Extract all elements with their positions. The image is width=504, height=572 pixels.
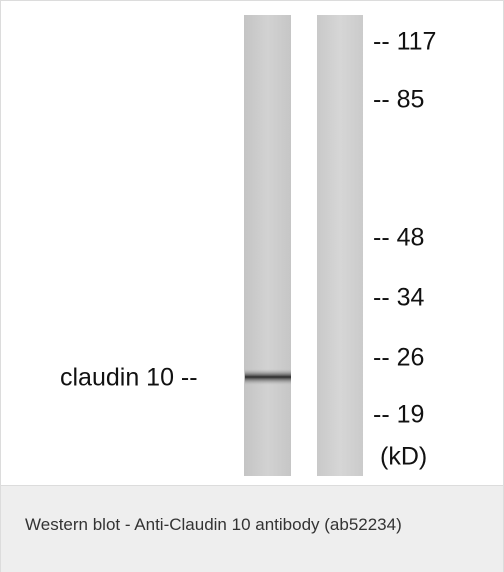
unit-label: (kD) (380, 443, 427, 471)
marker-label: -- 85 (373, 86, 424, 114)
caption-box: Western blot - Anti-Claudin 10 antibody … (1, 485, 503, 572)
lane (317, 15, 363, 476)
caption: Western blot - Anti-Claudin 10 antibody … (25, 515, 402, 535)
western-blot: -- 117 -- 85 -- 48 -- 34 -- 26 -- 19 (kD… (1, 1, 503, 485)
figure: -- 117 -- 85 -- 48 -- 34 -- 26 -- 19 (kD… (0, 0, 504, 572)
band-label: claudin 10 -- (60, 364, 198, 392)
band (245, 369, 291, 385)
marker-label: -- 48 (373, 224, 424, 252)
marker-label: -- 117 (373, 28, 436, 56)
marker-label: -- 34 (373, 284, 425, 312)
marker-label: -- 26 (373, 344, 424, 372)
marker-label: -- 19 (373, 401, 424, 429)
lane (244, 15, 291, 476)
